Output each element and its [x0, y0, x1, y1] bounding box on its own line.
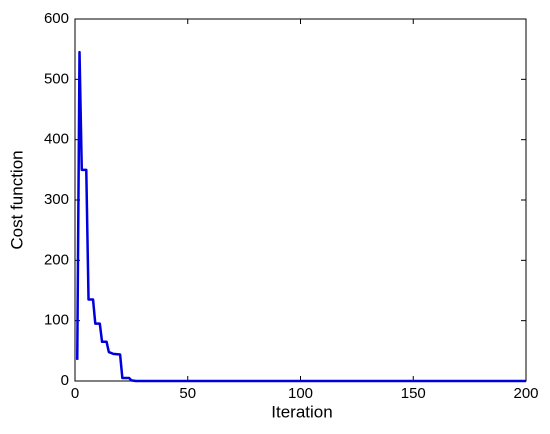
y-tick-label: 600 [44, 10, 69, 27]
x-axis-label: Iteration [271, 402, 332, 421]
plot-frame [74, 18, 527, 382]
y-tick-label: 100 [44, 312, 69, 329]
x-tick-label: 200 [513, 385, 538, 402]
y-tick-label: 500 [44, 70, 69, 87]
y-tick-label: 200 [44, 251, 69, 268]
data-line [76, 50, 526, 383]
x-tick-label: 150 [401, 385, 426, 402]
y-axis-label: Cost function [7, 150, 26, 249]
y-tick-label: 400 [44, 131, 69, 148]
x-tick-label: 100 [288, 385, 313, 402]
y-tick-label: 300 [44, 191, 69, 208]
x-tick-label: 0 [71, 385, 79, 402]
y-tick-label: 0 [61, 372, 69, 389]
x-tick-label: 50 [179, 385, 196, 402]
